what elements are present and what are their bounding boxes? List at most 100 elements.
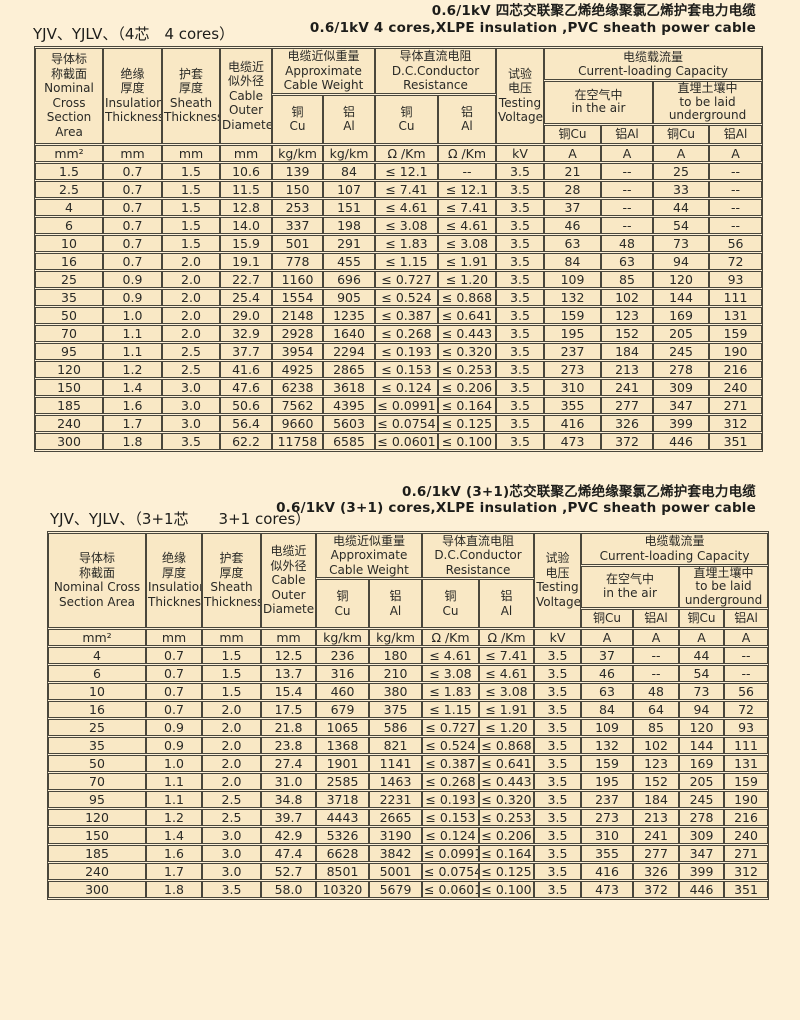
table-cell: 1.5: [162, 216, 220, 234]
table-cell: 205: [679, 773, 724, 790]
table-cell: 120: [48, 809, 146, 826]
table-cell: 277: [601, 396, 653, 414]
table-cell: 1.1: [103, 342, 162, 360]
table-cell: 3.5: [496, 360, 544, 378]
group-header-capacity: 电缆载流量 Current-loading Capacity: [544, 48, 763, 80]
table-cell: 3.5: [202, 881, 261, 898]
table-cell: --: [633, 665, 679, 682]
unit-cell: kV: [534, 629, 581, 646]
unit-cell: kg/km: [316, 629, 369, 646]
table-cell: 1.5: [162, 198, 220, 216]
table-cell: ≤ 0.100: [479, 881, 534, 898]
table-cell: ≤ 0.524: [422, 737, 479, 754]
table-cell: 1368: [316, 737, 369, 754]
table-cell: 1160: [272, 270, 323, 288]
table-cell: ≤ 0.0754: [375, 414, 438, 432]
table-cell: 109: [544, 270, 601, 288]
table-row: 6 0.7 1.5 14.0 337 198 ≤ 3.08 ≤ 4.61 3.5 46 -- 54 --: [35, 216, 763, 234]
table-cell: 3.5: [534, 773, 581, 790]
table-cell: 85: [601, 270, 653, 288]
table-cell: 2148: [272, 306, 323, 324]
table-cell: 1.7: [103, 414, 162, 432]
table-cell: 291: [323, 234, 375, 252]
table-row: 185 1.6 3.0 50.6 7562 4395 ≤ 0.0991 ≤ 0.164 3.5 3…: [35, 396, 763, 414]
sub-header-air: 在空气中 in the air: [581, 565, 679, 608]
group-header-resistance: 导体直流电阻 D.C.Conductor Resistance: [422, 532, 534, 578]
table-cell: 380: [369, 683, 422, 700]
table-cell: 84: [323, 162, 375, 180]
table-row: 185 1.6 3.0 47.4 6628 3842 ≤ 0.0991 ≤ 0.164 3.5 3…: [48, 845, 769, 862]
table-cell: 3.5: [496, 288, 544, 306]
table-cell: 184: [633, 791, 679, 808]
table-cell: 23.8: [261, 737, 316, 754]
table-cell: ≤ 0.387: [422, 755, 479, 772]
unit-cell: kg/km: [272, 144, 323, 162]
table-cell: 25.4: [220, 288, 272, 306]
table-cell: 3.5: [496, 324, 544, 342]
table-cell: 312: [709, 414, 763, 432]
table-cell: 3.5: [534, 845, 581, 862]
table-cell: ≤ 1.91: [438, 252, 496, 270]
sub-header-air-cu: 铜Cu: [581, 609, 633, 628]
table-cell: ≤ 0.153: [375, 360, 438, 378]
table-cell: 3842: [369, 845, 422, 862]
table-cell: 3.5: [534, 827, 581, 844]
table-cell: 3.5: [534, 737, 581, 754]
table-cell: 3.0: [162, 414, 220, 432]
table-cell: 152: [601, 324, 653, 342]
table-cell: 159: [544, 306, 601, 324]
table-cell: --: [601, 216, 653, 234]
unit-cell: mm²: [48, 629, 146, 646]
table-cell: 0.9: [146, 737, 202, 754]
table-cell: ≤ 0.253: [438, 360, 496, 378]
table-cell: 63: [544, 234, 601, 252]
table-cell: ≤ 0.100: [438, 432, 496, 450]
table-cell: 11758: [272, 432, 323, 450]
table-cell: 1640: [323, 324, 375, 342]
table-cell: 3.0: [202, 863, 261, 880]
sub-header-underground-cu: 铜Cu: [679, 609, 724, 628]
table-cell: 3.5: [496, 396, 544, 414]
table-cell: 1.1: [103, 324, 162, 342]
table-cell: ≤ 3.08: [479, 683, 534, 700]
table-cell: 2.5: [202, 809, 261, 826]
spec-table-4core: 导体标 称截面 Nominal Cross Section Area 绝缘 厚度…: [34, 46, 764, 452]
table-cell: 15.9: [220, 234, 272, 252]
cable-model-label-3plus1: YJV、YJLV、（3+1芯 3+1 cores）: [50, 509, 311, 528]
table-cell: 63: [581, 683, 633, 700]
title-cn-3plus1: 0.6/1kV (3+1)芯交联聚乙烯绝缘聚氯乙烯护套电力电缆: [401, 483, 756, 500]
table-cell: 3.0: [202, 845, 261, 862]
unit-cell: Ω /Km: [375, 144, 438, 162]
table-cell: 2.0: [162, 306, 220, 324]
table-cell: 3.5: [496, 306, 544, 324]
unit-cell: Ω /Km: [479, 629, 534, 646]
table-cell: ≤ 1.83: [422, 683, 479, 700]
table-cell: 1.5: [162, 180, 220, 198]
table-row: 50 1.0 2.0 27.4 1901 1141 ≤ 0.387 ≤ 0.641 3.5 159…: [48, 755, 769, 772]
table-cell: 152: [633, 773, 679, 790]
table-cell: 278: [679, 809, 724, 826]
table-row: 120 1.2 2.5 41.6 4925 2865 ≤ 0.153 ≤ 0.253 3.5 27…: [35, 360, 763, 378]
table-cell: 9660: [272, 414, 323, 432]
spec-table-3plus1: 导体标 称截面 Nominal Cross Section Area 绝缘 厚度…: [47, 530, 770, 900]
units-row: mm² mm mm mm kg/km kg/km Ω /Km Ω /Km kV A A A A: [35, 144, 763, 162]
table-cell: 73: [653, 234, 709, 252]
table-cell: 102: [601, 288, 653, 306]
table-cell: 2.0: [162, 270, 220, 288]
table-cell: 94: [679, 701, 724, 718]
table-cell: 64: [633, 701, 679, 718]
table-cell: 180: [369, 647, 422, 664]
table-cell: 48: [601, 234, 653, 252]
sub-header-underground: 直埋土壤中 to be laid underground: [653, 81, 763, 124]
table-cell: 1.6: [146, 845, 202, 862]
table-cell: 300: [35, 432, 103, 450]
group-header-weight: 电缆近似重量 Approximate Cable Weight: [272, 48, 375, 94]
table-cell: ≤ 12.1: [375, 162, 438, 180]
table-cell: 56: [724, 683, 769, 700]
table-cell: 3.5: [496, 414, 544, 432]
table-cell: 107: [323, 180, 375, 198]
table-cell: 85: [633, 719, 679, 736]
table-cell: 2231: [369, 791, 422, 808]
table-cell: 237: [544, 342, 601, 360]
title-en-3plus1: 0.6/1kV (3+1) cores,XLPE insulation ,PVC…: [276, 500, 756, 516]
